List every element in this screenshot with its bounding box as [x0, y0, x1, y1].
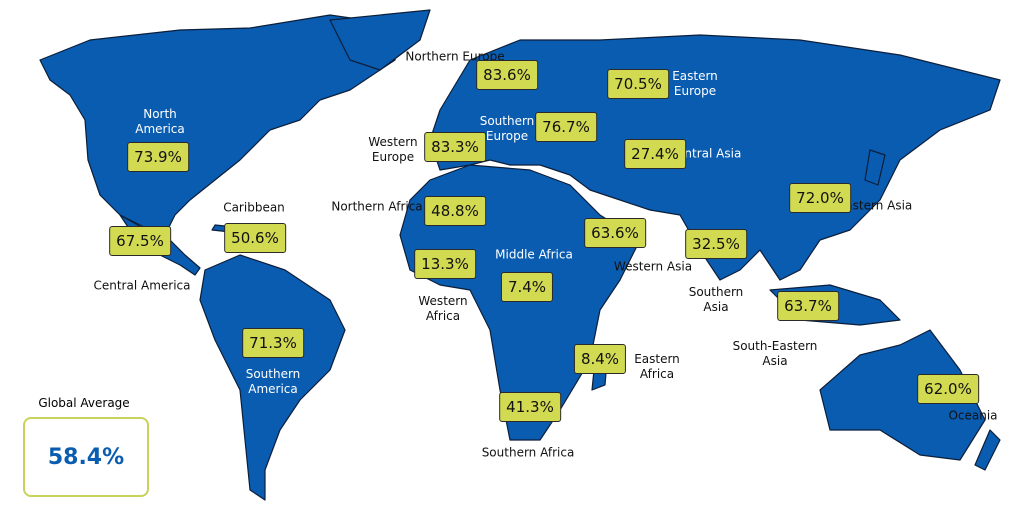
- region-value: 71.3%: [242, 328, 304, 358]
- region-value: 13.3%: [414, 249, 476, 279]
- region-name: Northern Africa: [331, 199, 423, 214]
- region-name: South-Eastern Asia: [732, 339, 818, 368]
- region-name: Western Europe: [368, 135, 418, 164]
- japan: [864, 149, 886, 186]
- region-name: Middle Africa: [495, 247, 573, 262]
- region-value: 72.0%: [789, 183, 851, 213]
- region-name: Eastern Europe: [672, 69, 718, 98]
- region-name: North America: [135, 107, 185, 136]
- region-value: 83.3%: [424, 132, 486, 162]
- greenland: [329, 9, 431, 71]
- region-value: 62.0%: [917, 374, 979, 404]
- region-name: Southern Africa: [481, 445, 575, 460]
- region-value: 70.5%: [607, 69, 669, 99]
- region-name: Southern Asia: [688, 285, 744, 314]
- region-value: 73.9%: [127, 142, 189, 172]
- global-value: 58.4%: [23, 417, 149, 497]
- region-name: Oceania: [948, 408, 998, 423]
- region-name: Central America: [93, 278, 191, 293]
- region-name: Central Asia: [668, 146, 742, 161]
- region-value: 7.4%: [500, 272, 554, 302]
- region-name: Western Asia: [613, 259, 693, 274]
- region-value: 83.6%: [476, 60, 538, 90]
- region-value: 76.7%: [535, 112, 597, 142]
- australia: [819, 329, 986, 461]
- region-name: Eastern Asia: [837, 198, 913, 213]
- region-value: 41.3%: [499, 392, 561, 422]
- region-value: 32.5%: [685, 229, 747, 259]
- region-value: 63.7%: [777, 291, 839, 321]
- region-value: 8.4%: [573, 344, 627, 374]
- region-value: 27.4%: [624, 139, 686, 169]
- new-zealand: [974, 429, 1001, 471]
- region-value: 48.8%: [424, 196, 486, 226]
- region-name: Southern America: [245, 367, 301, 396]
- region-name: Southern Europe: [479, 114, 535, 143]
- global-label: Global Average: [38, 396, 130, 410]
- europe-asia: [429, 34, 1001, 281]
- region-value: 67.5%: [109, 226, 171, 256]
- south-america: [199, 254, 346, 501]
- region-value: 63.6%: [584, 218, 646, 248]
- region-value: 50.6%: [224, 223, 286, 253]
- region-name: Western Africa: [418, 294, 468, 323]
- north-america: [39, 14, 401, 236]
- region-name: Eastern Africa: [634, 352, 680, 381]
- region-name: Caribbean: [223, 200, 285, 215]
